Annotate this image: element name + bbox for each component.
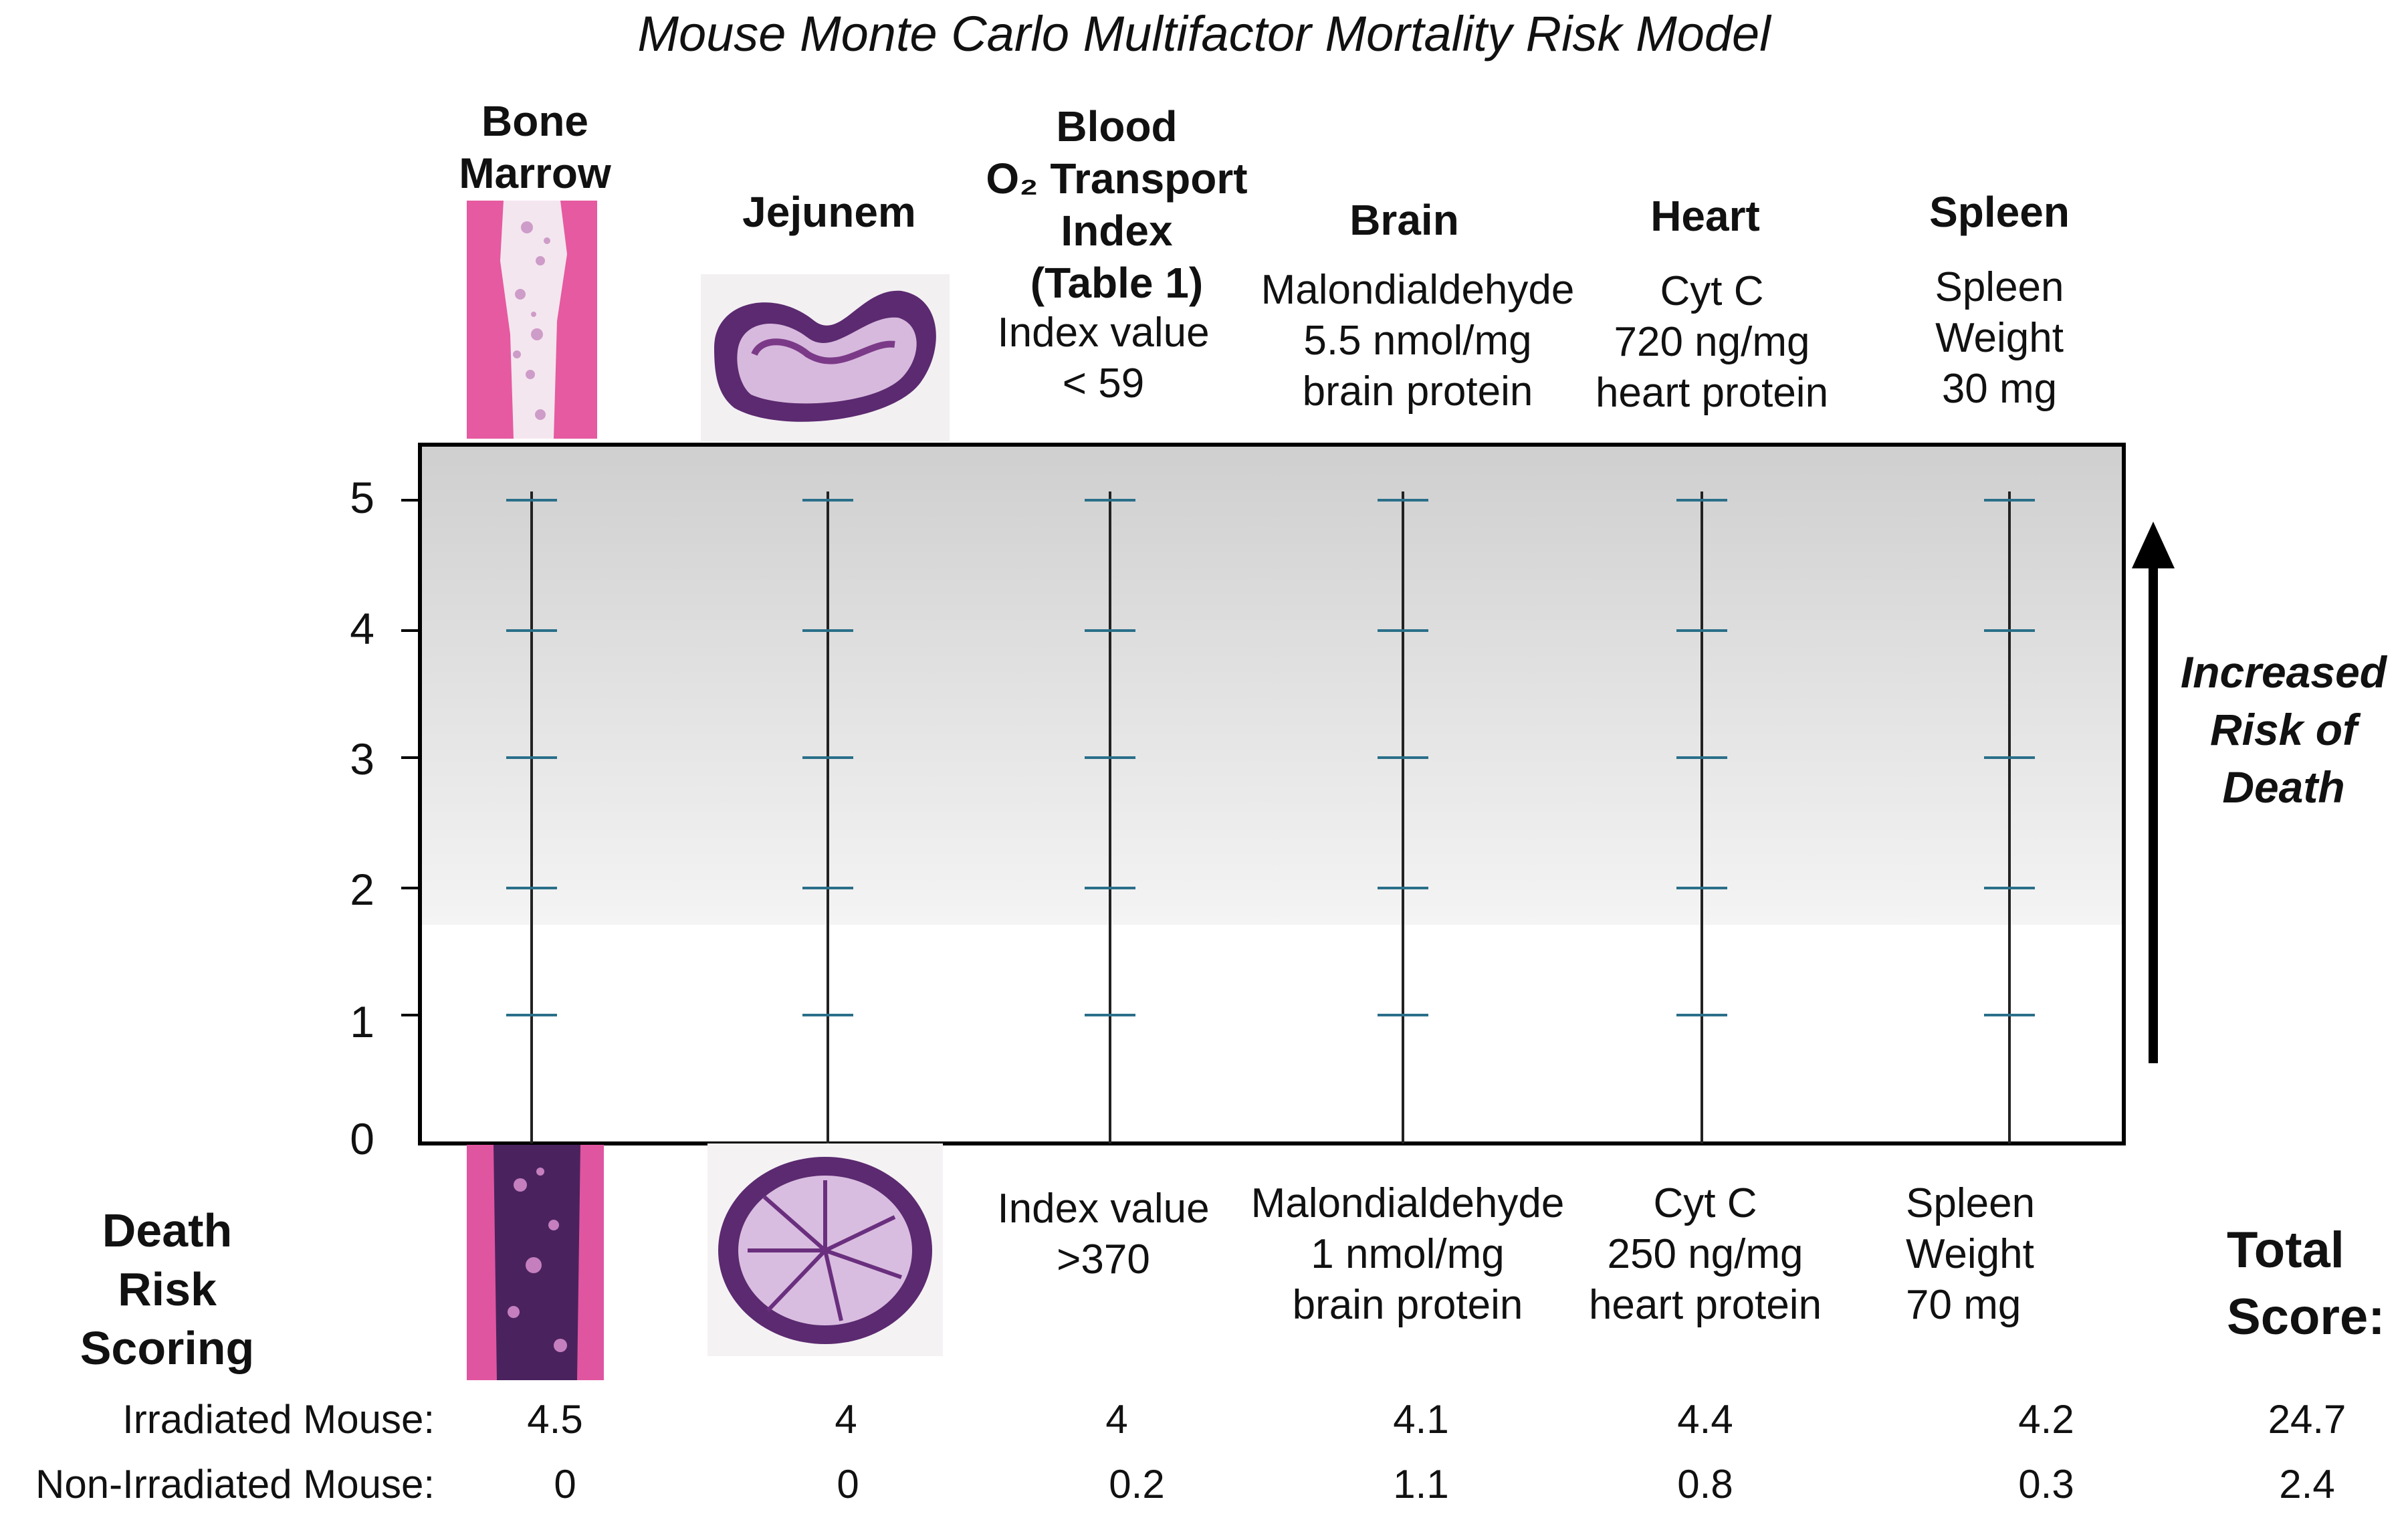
desc-line: 720 ng/mg: [1614, 319, 1810, 365]
desc-line: Index value: [997, 310, 1210, 356]
bone-marrow-high-risk-image: [467, 201, 597, 439]
desc-line: heart protein: [1595, 370, 1829, 416]
figure-title: Mouse Monte Carlo Multifactor Mortality …: [637, 6, 1771, 62]
header-spleen: Spleen: [1892, 186, 2106, 238]
desc-line: brain protein: [1302, 368, 1533, 415]
desc-bottom-heart: Cyt C 250 ng/mg heart protein: [1558, 1178, 1852, 1331]
shaded-risk-region: [420, 445, 2124, 925]
header-line: Bone: [481, 97, 588, 145]
desc-line: Malondialdehyde: [1261, 267, 1575, 313]
header-line: Index: [1061, 207, 1173, 255]
row-label-non-irradiated: Non-Irradiated Mouse:: [35, 1462, 435, 1507]
header-line: Blood: [1056, 102, 1178, 150]
non-irradiated-value: 0.8: [1677, 1462, 1733, 1507]
jejunem-low-risk-image: [707, 1143, 943, 1356]
irradiated-value: 4.4: [1677, 1397, 1733, 1442]
desc-top-brain: Malondialdehyde 5.5 nmol/mg brain protei…: [1244, 265, 1592, 417]
desc-line: 250 ng/mg: [1607, 1231, 1803, 1277]
header-line: Brain: [1349, 196, 1459, 244]
non-irradiated-value: 1.1: [1393, 1462, 1449, 1507]
header-line: Spleen: [1929, 188, 2070, 236]
desc-bottom-blood: Index value >370: [970, 1184, 1237, 1285]
header-line: Heart: [1650, 192, 1760, 240]
total-line: Total: [2227, 1222, 2344, 1279]
header-jejunem: Jejunem: [722, 186, 936, 238]
header-line: O₂ Transport: [986, 154, 1248, 203]
death-risk-scoring-label: Death Risk Scoring: [40, 1201, 294, 1378]
header-blood-o2: Blood O₂ Transport Index (Table 1): [963, 100, 1271, 309]
scoring-line: Death: [102, 1204, 233, 1256]
desc-line: < 59: [1062, 360, 1145, 407]
desc-line: heart protein: [1588, 1282, 1822, 1328]
irradiated-value: 4.5: [527, 1397, 583, 1442]
desc-line: >370: [1057, 1236, 1150, 1283]
irradiated-value: 4: [1105, 1397, 1128, 1442]
y-tick-label: 2: [350, 865, 374, 914]
desc-line: brain protein: [1292, 1282, 1523, 1328]
header-bone-marrow: Bone Marrow: [435, 95, 635, 199]
irradiated-value: 4.2: [2018, 1397, 2074, 1442]
jejunem-high-risk-image: [701, 274, 950, 441]
desc-line: Malondialdehyde: [1250, 1180, 1565, 1226]
irradiated-total: 24.7: [2268, 1397, 2346, 1442]
total-score-label: Total Score:: [2227, 1217, 2401, 1351]
desc-line: Index value: [997, 1186, 1210, 1232]
risk-line: Risk of: [2209, 705, 2358, 754]
header-line: Jejunem: [742, 188, 916, 236]
desc-top-spleen: Spleen Weight 30 mg: [1899, 262, 2100, 415]
row-label-irradiated: Irradiated Mouse:: [122, 1397, 435, 1442]
desc-line: Cyt C: [1653, 1180, 1757, 1226]
desc-line: Weight: [1906, 1231, 2034, 1277]
scoring-line: Scoring: [80, 1322, 255, 1374]
scoring-line: Risk: [118, 1263, 217, 1315]
desc-line: 5.5 nmol/mg: [1303, 318, 1532, 364]
risk-arrow-head: [2132, 522, 2175, 568]
non-irradiated-value: 0.3: [2018, 1462, 2074, 1507]
non-irradiated-total: 2.4: [2279, 1462, 2335, 1507]
y-tick-label: 1: [350, 997, 374, 1047]
bone-marrow-low-risk-image: [467, 1145, 604, 1380]
desc-top-blood: Index value < 59: [963, 308, 1244, 409]
risk-line: Death: [2222, 762, 2345, 812]
header-brain: Brain: [1291, 194, 1518, 246]
header-line: Marrow: [459, 149, 611, 197]
y-tick-label: 0: [350, 1114, 374, 1164]
desc-line: Spleen: [1906, 1180, 2036, 1226]
desc-line: Cyt C: [1660, 268, 1764, 314]
desc-line: 1 nmol/mg: [1311, 1231, 1505, 1277]
total-line: Score:: [2227, 1289, 2385, 1345]
non-irradiated-value: 0: [837, 1462, 859, 1507]
irradiated-value: 4.1: [1393, 1397, 1449, 1442]
y-tick-label: 4: [350, 604, 374, 653]
header-heart: Heart: [1605, 190, 1805, 242]
non-irradiated-value: 0.2: [1109, 1462, 1165, 1507]
header-line: (Table 1): [1030, 259, 1204, 307]
y-tick-label: 3: [350, 734, 374, 784]
non-irradiated-value: 0: [554, 1462, 576, 1507]
desc-line: Weight: [1935, 315, 2064, 361]
desc-bottom-brain: Malondialdehyde 1 nmol/mg brain protein: [1234, 1178, 1581, 1331]
irradiated-value: 4: [835, 1397, 857, 1442]
chart-frame: [418, 443, 2126, 1145]
y-tick-label: 5: [350, 473, 374, 522]
desc-line: 30 mg: [1941, 366, 2058, 412]
desc-line: 70 mg: [1906, 1282, 2021, 1328]
increased-risk-label: Increased Risk of Death: [2160, 643, 2407, 816]
risk-line: Increased: [2180, 647, 2387, 697]
desc-bottom-spleen: Spleen Weight 70 mg: [1906, 1178, 2080, 1331]
desc-line: Spleen: [1935, 264, 2064, 310]
desc-top-heart: Cyt C 720 ng/mg heart protein: [1565, 266, 1859, 419]
